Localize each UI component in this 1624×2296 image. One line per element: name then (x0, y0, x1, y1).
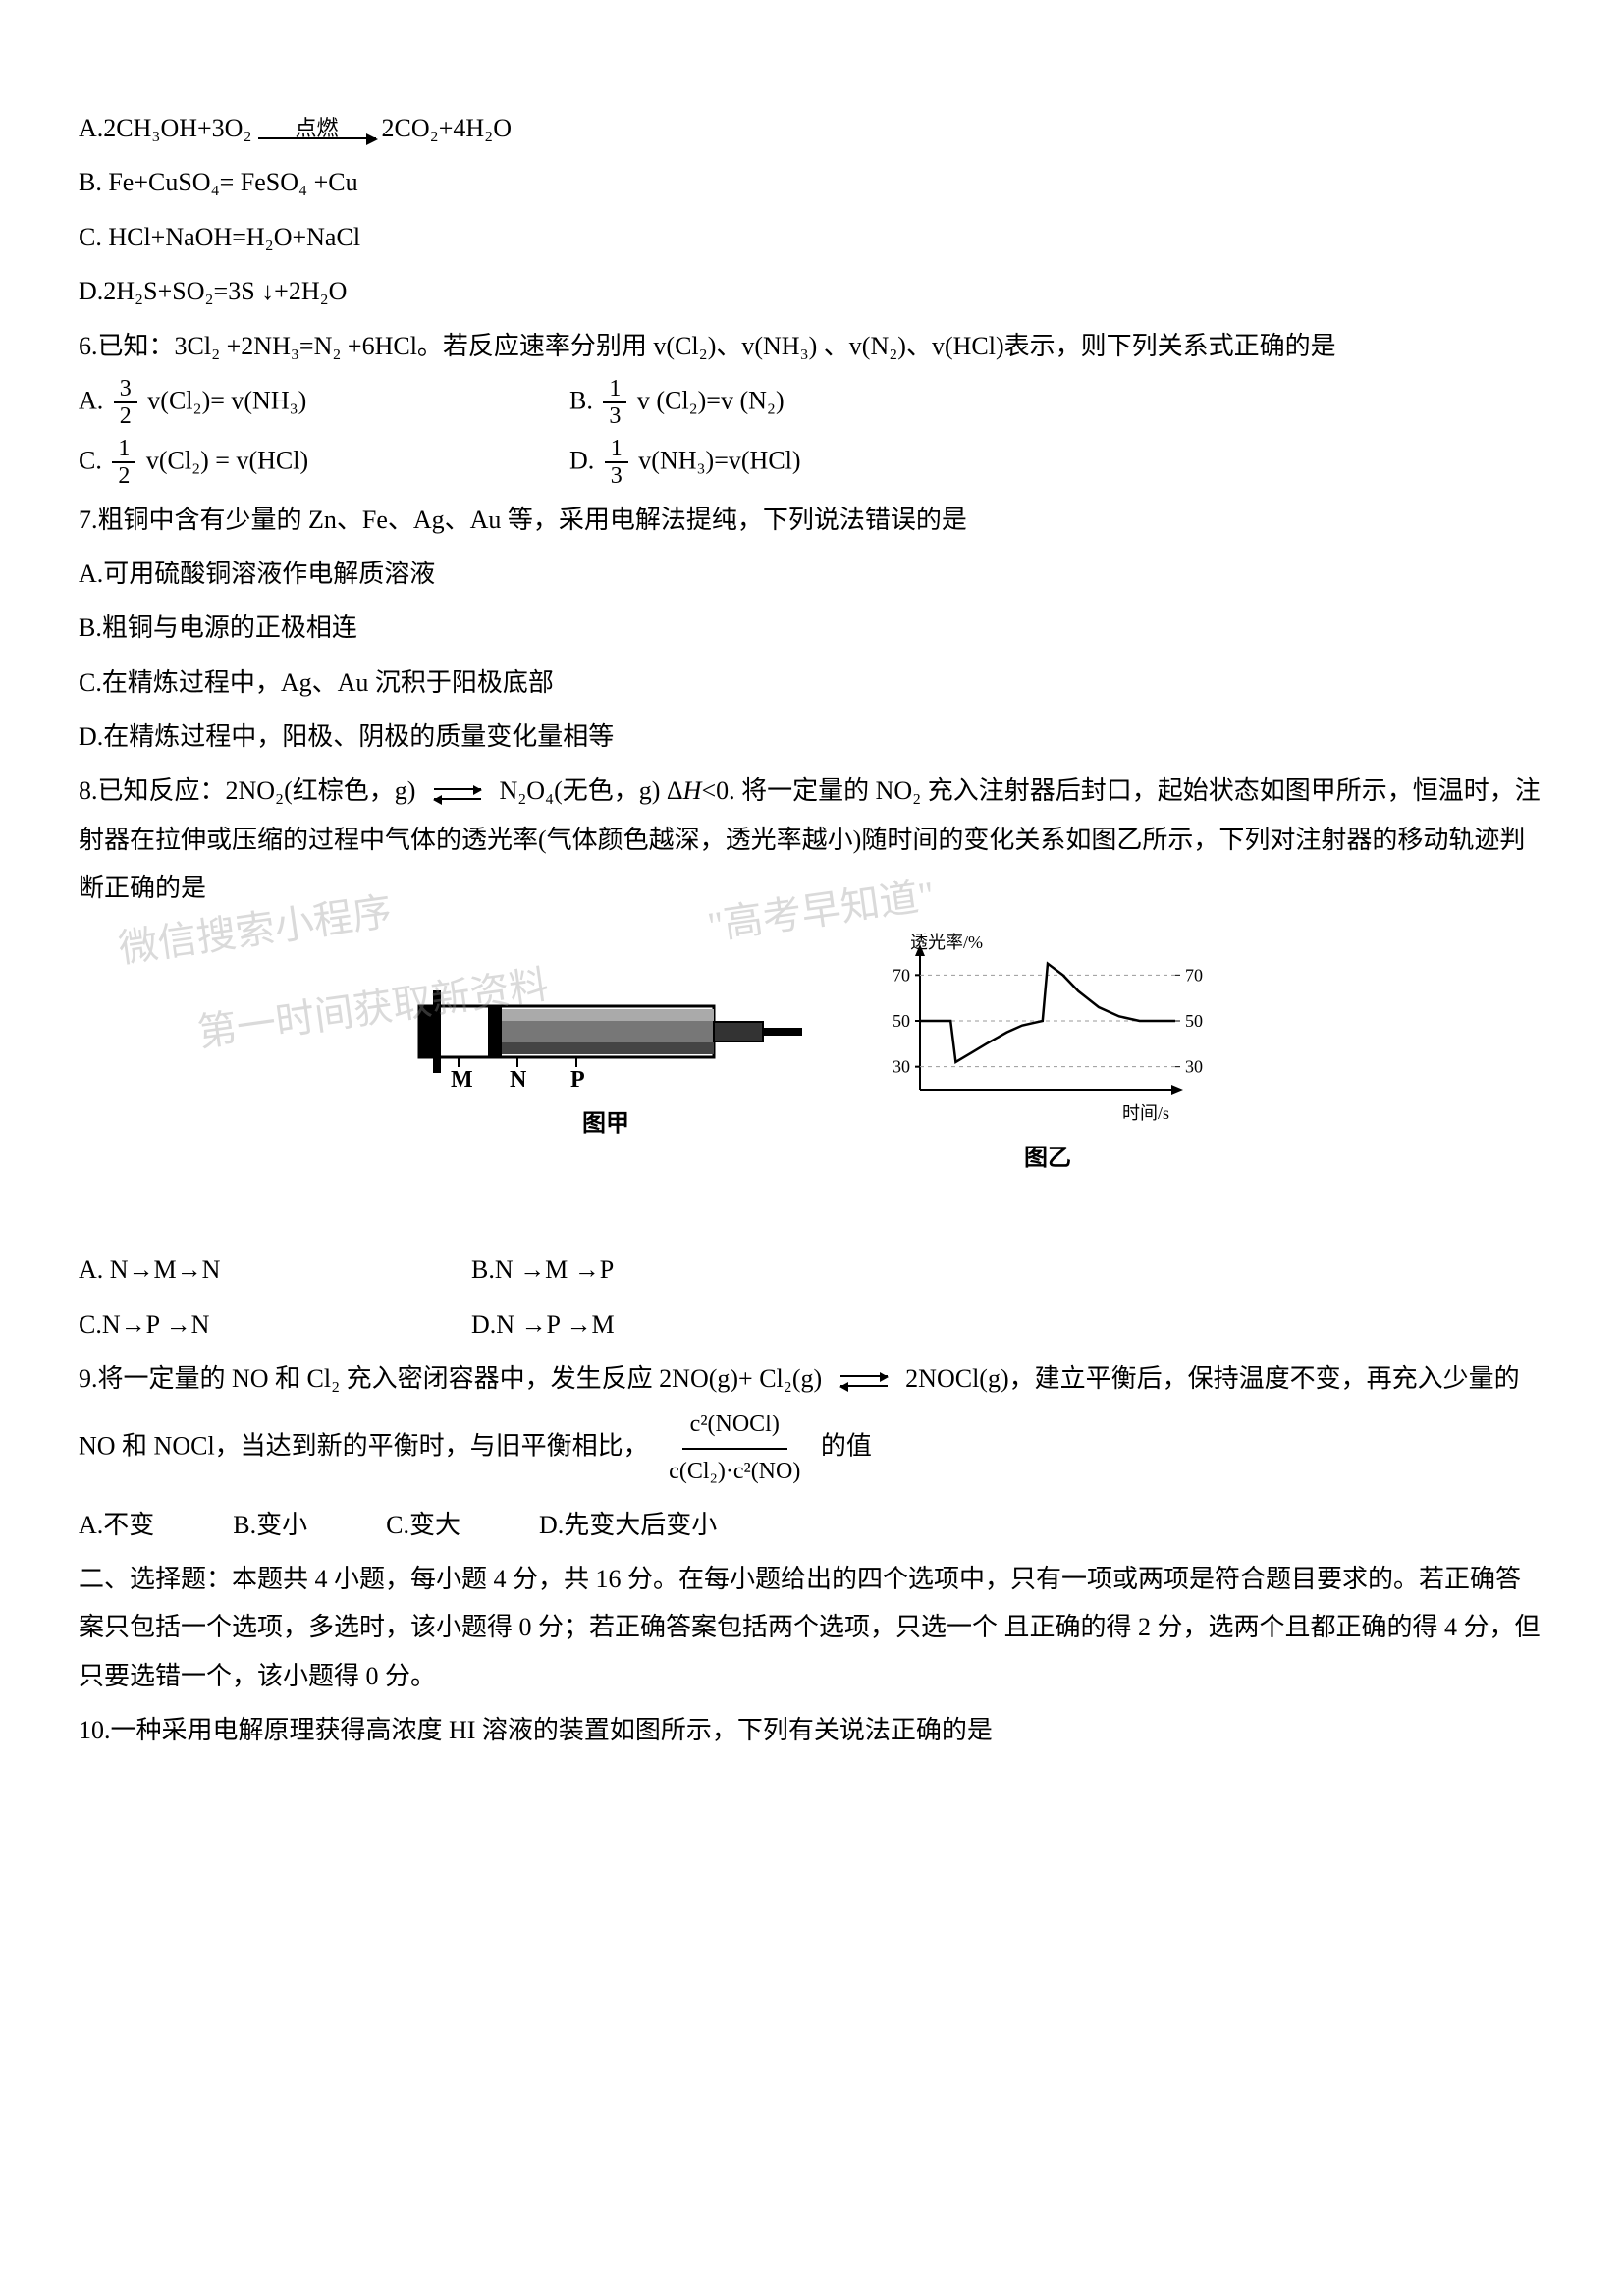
svg-text:30: 30 (893, 1056, 910, 1076)
q6-option-B: B. 1 3 v (Cl₂)=v (N₂) (569, 376, 982, 430)
exam-page: A.2CH₃OH+3O₂ 点燃 2CO₂+4H₂O B. Fe+CuSO₄= F… (0, 0, 1624, 2296)
fraction: 1 2 (112, 436, 135, 490)
chart-figure: 透光率/%303050507070时间/s 图乙 (871, 933, 1224, 1182)
q6-B-suffix: v (Cl₂)=v (N₂) (637, 386, 785, 414)
fraction: c²(NOCl) c(Cl₂)·c²(NO) (661, 1403, 808, 1494)
frac-num: 3 (114, 376, 137, 403)
reaction-arrow: 点燃 (258, 118, 376, 139)
q6-D-prefix: D. (569, 446, 601, 474)
frac-num: 1 (112, 436, 135, 463)
svg-text:50: 50 (1185, 1011, 1203, 1031)
q9-option-C: C.变大 (386, 1501, 460, 1549)
q6-D-suffix: v(NH₃)=v(HCl) (638, 446, 800, 474)
q10-stem: 10.一种采用电解原理获得高浓度 HI 溶液的装置如图所示，下列有关说法正确的是 (79, 1706, 1545, 1754)
frac-num: 1 (605, 436, 628, 463)
q6-option-C: C. 1 2 v(Cl₂) = v(HCl) (79, 436, 491, 490)
q9-options: A.不变 B.变小 C.变大 D.先变大后变小 (79, 1501, 1545, 1549)
syringe-figure: M N P 图甲 (400, 967, 812, 1148)
equilibrium-arrow-icon (835, 1373, 893, 1389)
q7-stem: 7.粗铜中含有少量的 Zn、Fe、Ag、Au 等，采用电解法提纯，下列说法错误的… (79, 496, 1545, 544)
q6-option-D: D. 1 3 v(NH₃)=v(HCl) (569, 436, 982, 490)
fig2-label: 图乙 (1024, 1137, 1071, 1182)
q9-option-A: A.不变 (79, 1501, 154, 1549)
svg-text:50: 50 (893, 1011, 910, 1031)
reaction-A: A.2CH₃OH+3O₂ 点燃 2CO₂+4H₂O (79, 104, 512, 152)
q5-option-A: A.2CH₃OH+3O₂ 点燃 2CO₂+4H₂O (79, 104, 1545, 152)
q9-stem: 9.将一定量的 NO 和 Cl₂ 充入密闭容器中，发生反应 2NO(g)+ Cl… (79, 1355, 1545, 1495)
q7-option-B: B.粗铜与电源的正极相连 (79, 604, 1545, 652)
frac-num: c²(NOCl) (682, 1403, 787, 1450)
q8-option-C: C.N→P →N (79, 1301, 393, 1349)
syringe-icon: M N P (400, 967, 812, 1095)
q6-options-row2: C. 1 2 v(Cl₂) = v(HCl) D. 1 3 v(NH₃)=v(H… (79, 436, 1545, 490)
reaction-A-left: A.2CH₃OH+3O₂ (79, 104, 252, 152)
q6-A-prefix: A. (79, 386, 110, 414)
q8-figures: 微信搜索小程序 第一时间获取新资料 "高考早知道" (79, 933, 1545, 1182)
frac-den: 2 (112, 463, 135, 489)
svg-text:70: 70 (1185, 965, 1203, 985)
syringe-mark-M: M (451, 1067, 473, 1093)
q5-option-C: C. HCl+NaOH=H₂O+NaCl (79, 213, 1545, 261)
q7-option-A: A.可用硫酸铜溶液作电解质溶液 (79, 550, 1545, 598)
fraction: 1 3 (605, 436, 628, 490)
faint-print-strip (79, 1210, 1545, 1240)
q7-option-D: D.在精炼过程中，阳极、阴极的质量变化量相等 (79, 713, 1545, 761)
reaction-condition: 点燃 (258, 118, 376, 139)
q6-B-prefix: B. (569, 386, 599, 414)
svg-text:70: 70 (893, 965, 910, 985)
q8-stem: 8.已知反应：2NO₂(红棕色，g) N₂O₄(无色，g) ΔH<0. 将一定量… (79, 767, 1545, 912)
q6-stem: 6.已知：3Cl₂ +2NH₃=N₂ +6HCl。若反应速率分别用 v(Cl₂)… (79, 322, 1545, 370)
frac-den: 3 (605, 463, 628, 489)
section2-instructions: 二、选择题：本题共 4 小题，每小题 4 分，共 16 分。在每小题给出的四个选… (79, 1555, 1545, 1700)
q9-stem1: 9.将一定量的 NO 和 Cl₂ 充入密闭容器中，发生反应 2NO(g)+ Cl… (79, 1364, 829, 1393)
q6-C-prefix: C. (79, 446, 102, 474)
svg-text:30: 30 (1185, 1056, 1203, 1076)
q9-stem3: 的值 (821, 1432, 872, 1461)
q8-option-A: A. N→M→N (79, 1246, 393, 1294)
arrow-line-icon (258, 137, 376, 139)
q8-stem2: N₂O₄(无色，g) Δ (499, 776, 682, 805)
fig1-label: 图甲 (582, 1102, 629, 1148)
q6-A-suffix: v(Cl₂)= v(NH₃) (147, 386, 306, 414)
reaction-A-right: 2CO₂+4H₂O (382, 104, 512, 152)
q7-option-C: C.在精炼过程中，Ag、Au 沉积于阳极底部 (79, 659, 1545, 707)
fraction: 1 3 (603, 376, 626, 430)
q5-option-D: D.2H₂S+SO₂=3S ↓+2H₂O (79, 267, 1545, 315)
q8-option-D: D.N →P →M (471, 1301, 615, 1349)
q5-option-B: B. Fe+CuSO₄= FeSO₄ +Cu (79, 158, 1545, 206)
frac-num: 1 (603, 376, 626, 403)
q6-option-A: A. 3 2 v(Cl₂)= v(NH₃) (79, 376, 491, 430)
q8-options-row2: C.N→P →N D.N →P →M (79, 1301, 1545, 1349)
q8-stem1: 8.已知反应：2NO₂(红棕色，g) (79, 776, 422, 805)
q9-option-D: D.先变大后变小 (539, 1501, 717, 1549)
frac-den: 2 (114, 403, 137, 429)
syringe-mark-N: N (510, 1067, 527, 1093)
frac-den: c(Cl₂)·c²(NO) (661, 1450, 808, 1495)
frac-den: 3 (603, 403, 626, 429)
equilibrium-arrow-icon (428, 786, 487, 802)
fraction: 3 2 (114, 376, 137, 430)
q9-option-B: B.变小 (233, 1501, 307, 1549)
q8-options-row1: A. N→M→N B.N →M →P (79, 1246, 1545, 1294)
svg-text:时间/s: 时间/s (1122, 1103, 1169, 1123)
q6-C-suffix: v(Cl₂) = v(HCl) (146, 446, 308, 474)
q6-options-row1: A. 3 2 v(Cl₂)= v(NH₃) B. 1 3 v (Cl₂)=v (… (79, 376, 1545, 430)
q8-option-B: B.N →M →P (471, 1246, 614, 1294)
transmittance-chart: 透光率/%303050507070时间/s (871, 933, 1224, 1129)
syringe-mark-P: P (570, 1067, 585, 1093)
q8-stem2b: H (683, 776, 702, 805)
